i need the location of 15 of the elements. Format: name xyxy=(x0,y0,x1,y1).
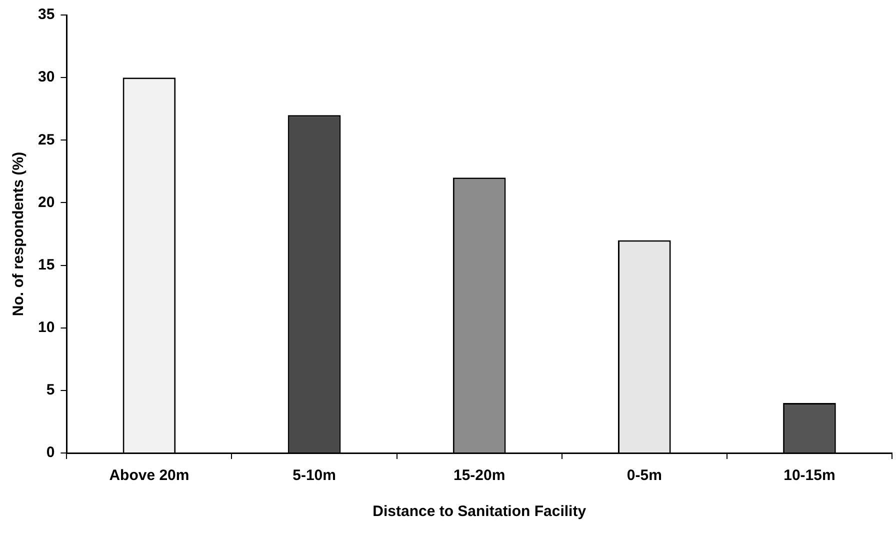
y-tick-label: 15 xyxy=(38,256,55,274)
y-tick-label: 5 xyxy=(46,382,55,399)
x-tick-label: 10-15m xyxy=(784,467,836,484)
y-axis-title: No. of respondents (%) xyxy=(10,152,28,316)
x-tick-label: 0-5m xyxy=(626,467,662,484)
y-tick-label: 10 xyxy=(38,319,55,336)
y-tick-label: 25 xyxy=(38,131,55,148)
x-tick-label: 15-20m xyxy=(453,467,506,484)
x-tick-label: 5-10m xyxy=(292,467,336,484)
y-tick-label: 35 xyxy=(38,6,55,24)
x-tick-label: Above 20m xyxy=(109,467,190,484)
x-axis-title: Distance to Sanitation Facility xyxy=(372,503,587,520)
y-tick-label: 30 xyxy=(38,68,55,86)
y-tick-label: 0 xyxy=(46,444,55,462)
y-tick-label: 20 xyxy=(38,194,55,211)
